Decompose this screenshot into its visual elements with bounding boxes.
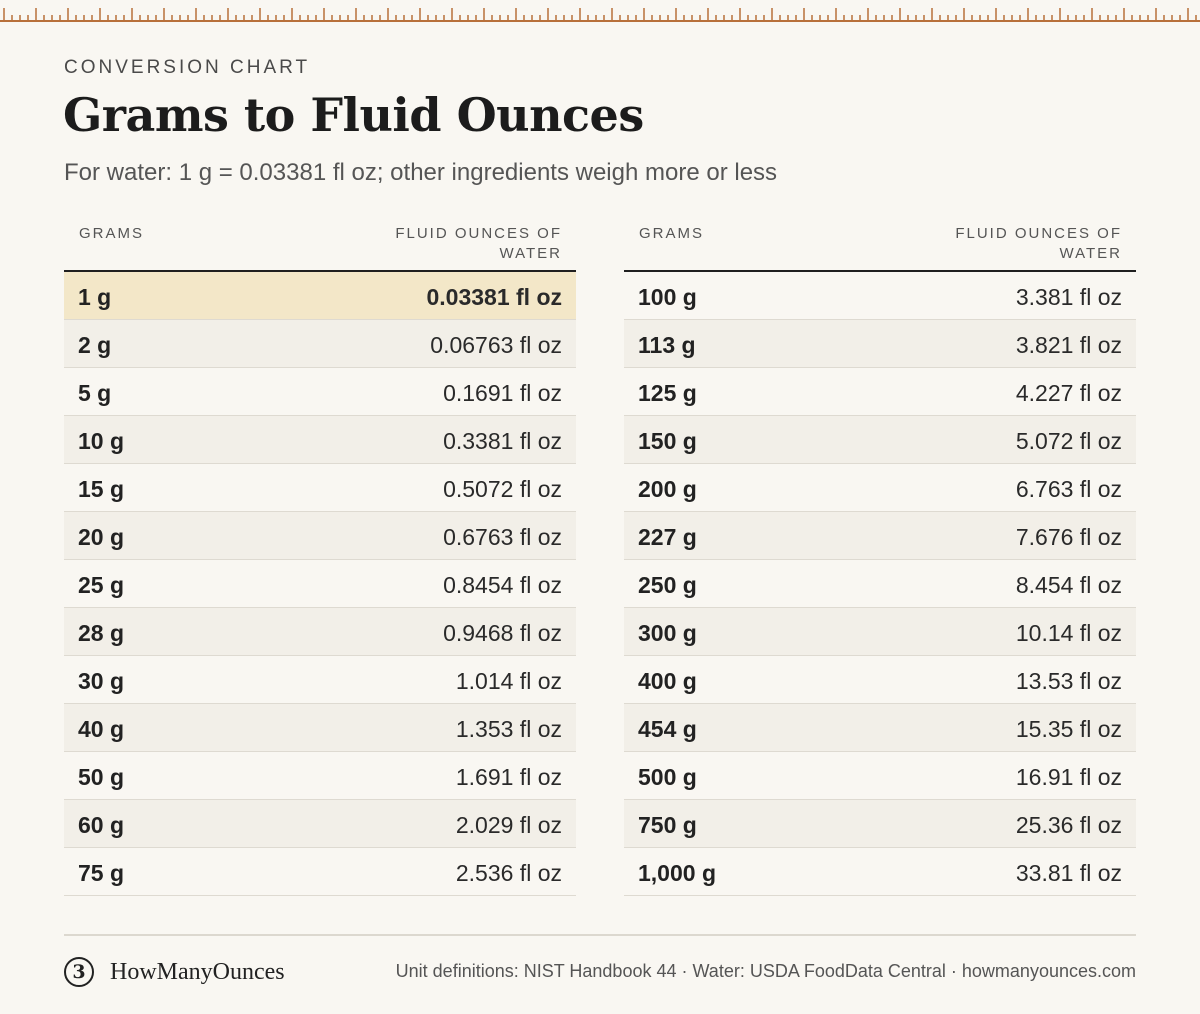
table-row: 400 g 13.53 fl oz [624,656,1136,704]
table-row: 75 g 2.536 fl oz [64,848,576,896]
fluid-ounces-value: 10.14 fl oz [1015,620,1122,646]
table-row: 25 g 0.8454 fl oz [64,560,576,608]
grams-value: 60 g [78,812,125,838]
grams-value: 75 g [78,860,125,886]
column-header-grams: GRAMS [639,225,705,242]
grams-value: 250 g [638,572,697,598]
grams-value: 1,000 g [638,860,716,886]
ruler-decoration [0,0,1200,22]
fluid-ounces-value: 1.353 fl oz [455,716,562,742]
grams-value: 454 g [638,716,697,742]
grams-value: 500 g [638,764,697,790]
table-row: 113 g 3.821 fl oz [624,320,1136,368]
table-row: 125 g 4.227 fl oz [624,368,1136,416]
grams-value: 20 g [78,524,125,550]
fluid-ounces-value: 0.5072 fl oz [443,476,562,502]
fluid-ounces-value: 0.3381 fl oz [443,428,562,454]
fluid-ounces-value: 2.536 fl oz [455,860,562,886]
column-header-grams: GRAMS [79,225,145,242]
fluid-ounces-value: 8.454 fl oz [1015,572,1122,598]
table-row: 1,000 g 33.81 fl oz [624,848,1136,896]
fluid-ounces-value: 33.81 fl oz [1015,860,1122,886]
fluid-ounces-value: 0.06763 fl oz [430,332,562,358]
fluid-ounces-value: 1.014 fl oz [455,668,562,694]
table-header: GRAMS FLUID OUNCES OF WATER [64,218,576,272]
table-row: 200 g 6.763 fl oz [624,464,1136,512]
fluid-ounces-value: 3.381 fl oz [1015,284,1122,310]
table-row: 10 g 0.3381 fl oz [64,416,576,464]
table-row: 227 g 7.676 fl oz [624,512,1136,560]
ruler-ticks [3,8,1197,22]
footer-divider [64,934,1136,936]
grams-value: 25 g [78,572,125,598]
grams-value: 30 g [78,668,125,694]
grams-value: 10 g [78,428,125,454]
grams-value: 5 g [78,380,112,406]
grams-value: 100 g [638,284,697,310]
table-row: 500 g 16.91 fl oz [624,752,1136,800]
table-row: 300 g 10.14 fl oz [624,608,1136,656]
conversion-table-left: GRAMS FLUID OUNCES OF WATER 1 g 0.03381 f… [64,218,576,896]
grams-value: 1 g [78,284,112,310]
table-row: 40 g 1.353 fl oz [64,704,576,752]
grams-value: 40 g [78,716,125,742]
table-row: 60 g 2.029 fl oz [64,800,576,848]
grams-value: 15 g [78,476,125,502]
fluid-ounces-value: 0.03381 fl oz [426,284,562,310]
grams-value: 750 g [638,812,697,838]
source-citation: Unit definitions: NIST Handbook 44 · Wat… [395,961,1136,981]
grams-value: 28 g [78,620,125,646]
grams-value: 300 g [638,620,697,646]
table-body-left: 1 g 0.03381 fl oz 2 g 0.06763 fl oz 5 g 0.169… [64,272,576,896]
table-row: 454 g 15.35 fl oz [624,704,1136,752]
table-row: 2 g 0.06763 fl oz [64,320,576,368]
grams-value: 125 g [638,380,697,406]
fluid-ounces-value: 6.763 fl oz [1015,476,1122,502]
fluid-ounces-value: 0.9468 fl oz [443,620,562,646]
fluid-ounces-value: 25.36 fl oz [1015,812,1122,838]
logo-icon: 3 [64,957,94,987]
fluid-ounces-value: 3.821 fl oz [1015,332,1122,358]
fluid-ounces-value: 16.91 fl oz [1015,764,1122,790]
conversion-table-right: GRAMS FLUID OUNCES OF WATER 100 g 3.381 f… [624,218,1136,896]
grams-value: 150 g [638,428,697,454]
table-body-right: 100 g 3.381 fl oz 113 g 3.821 fl oz 125 g 4.2… [624,272,1136,896]
column-header-fluid-ounces: FLUID OUNCES OF WATER [395,225,562,262]
table-row: 50 g 1.691 fl oz [64,752,576,800]
table-row: 1 g 0.03381 fl oz [64,272,576,320]
table-row: 150 g 5.072 fl oz [624,416,1136,464]
grams-value: 113 g [638,332,696,358]
table-row: 250 g 8.454 fl oz [624,560,1136,608]
brand-name: HowManyOunces [110,958,285,985]
grams-value: 50 g [78,764,125,790]
fluid-ounces-value: 7.676 fl oz [1015,524,1122,550]
table-header: GRAMS FLUID OUNCES OF WATER [624,218,1136,272]
grams-value: 200 g [638,476,697,502]
grams-value: 227 g [638,524,697,550]
table-row: 750 g 25.36 fl oz [624,800,1136,848]
fluid-ounces-value: 15.35 fl oz [1015,716,1122,742]
table-row: 28 g 0.9468 fl oz [64,608,576,656]
table-row: 20 g 0.6763 fl oz [64,512,576,560]
fluid-ounces-value: 13.53 fl oz [1015,668,1122,694]
brand[interactable]: 3 HowManyOunces [64,955,285,989]
fluid-ounces-value: 1.691 fl oz [455,764,562,790]
table-row: 30 g 1.014 fl oz [64,656,576,704]
table-row: 5 g 0.1691 fl oz [64,368,576,416]
column-header-fluid-ounces: FLUID OUNCES OF WATER [955,225,1122,262]
table-row: 15 g 0.5072 fl oz [64,464,576,512]
page-title: Grams to Fluid Ounces [63,88,644,142]
fluid-ounces-value: 0.8454 fl oz [443,572,562,598]
table-row: 100 g 3.381 fl oz [624,272,1136,320]
fluid-ounces-value: 2.029 fl oz [455,812,562,838]
grams-value: 400 g [638,668,697,694]
page-subtitle: For water: 1 g = 0.03381 fl oz; other in… [64,159,778,186]
fluid-ounces-value: 0.1691 fl oz [443,380,562,406]
fluid-ounces-value: 0.6763 fl oz [443,524,562,550]
grams-value: 2 g [78,332,112,358]
fluid-ounces-value: 5.072 fl oz [1015,428,1122,454]
eyebrow-label: CONVERSION CHART [64,57,311,78]
fluid-ounces-value: 4.227 fl oz [1015,380,1122,406]
